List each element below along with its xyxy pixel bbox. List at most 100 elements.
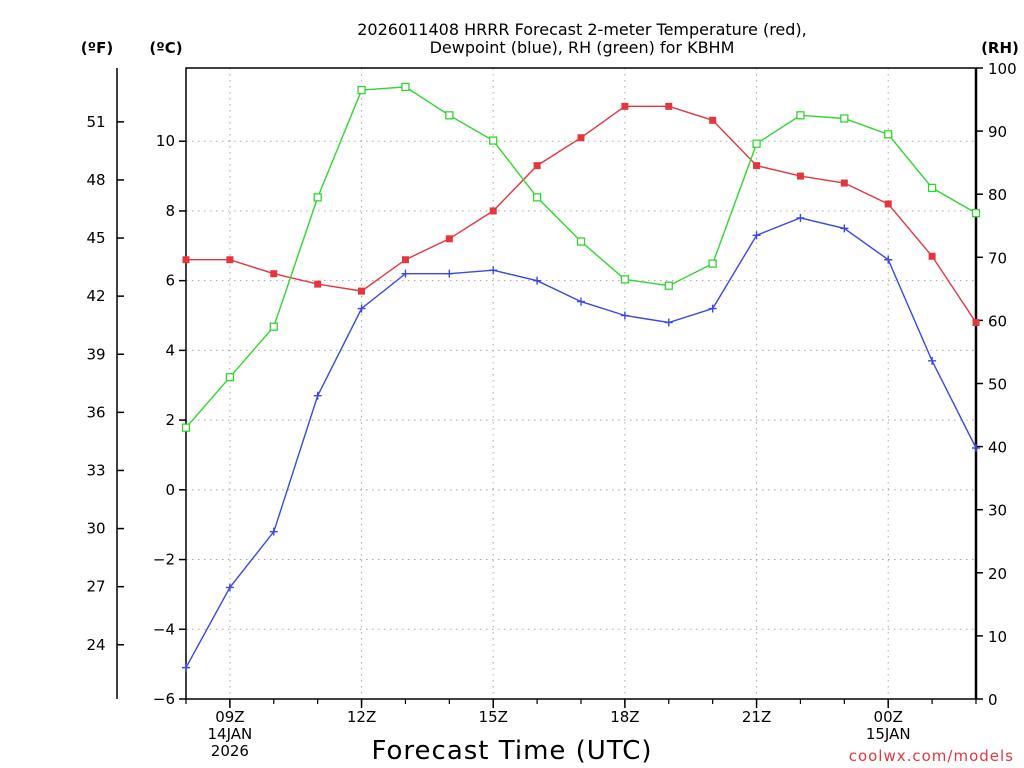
celsius-tick-label: 0 — [165, 481, 175, 499]
rh-point — [576, 237, 586, 246]
dewpoint-point — [752, 231, 761, 240]
time-tick-label: 2026 — [211, 742, 249, 760]
dewpoint-point — [182, 663, 190, 672]
time-tick-label: 00Z — [874, 708, 903, 726]
fahrenheit-tick-label: 51 — [86, 113, 105, 131]
rh-tick-label: 30 — [988, 502, 1007, 520]
celsius-axis: −6 −4 −2 0 2 4 6 8 10 — [153, 132, 186, 708]
temperature-point — [533, 162, 541, 170]
fahrenheit-tick-label: 33 — [86, 461, 105, 479]
fahrenheit-tick-label: 42 — [86, 287, 105, 305]
rh-tick-label: 80 — [988, 186, 1007, 204]
plot-frame — [185, 67, 977, 700]
time-tick-label: 14JAN — [208, 725, 253, 743]
celsius-tick-label: 10 — [156, 132, 175, 150]
dewpoint-point — [313, 391, 322, 400]
rh-point — [269, 322, 278, 331]
fahrenheit-tick-label: 39 — [86, 345, 105, 363]
dewpoint-point — [972, 443, 980, 452]
temperature-point — [577, 134, 585, 142]
rh-point — [752, 139, 761, 148]
fahrenheit-tick-label: 45 — [86, 229, 105, 247]
time-tick-label: 18Z — [610, 708, 639, 726]
dewpoint-point — [357, 304, 366, 313]
rh-tick-label: 70 — [988, 249, 1007, 267]
time-tick-label: 09Z — [215, 708, 244, 726]
time-tick-label: 15JAN — [866, 725, 911, 743]
fahrenheit-tick-label: 27 — [86, 578, 105, 596]
fahrenheit-axis: 24 27 30 33 36 39 42 45 48 51 — [86, 113, 124, 654]
temperature-point — [709, 116, 717, 124]
celsius-tick-label: 4 — [165, 341, 175, 359]
dewpoint-line — [185, 217, 977, 668]
dewpoint-point — [401, 269, 410, 278]
chart-title-line-2: Dewpoint (blue), RH (green) for KBHM — [430, 38, 735, 57]
rh-point — [664, 281, 673, 290]
series-temperature — [182, 102, 980, 326]
temperature-point — [314, 280, 322, 288]
dewpoint-point — [708, 304, 717, 313]
celsius-tick-label: −2 — [153, 551, 175, 569]
chart-title-line-1: 2026011408 HRRR Forecast 2-meter Tempera… — [357, 20, 807, 39]
temperature-point — [182, 256, 190, 264]
rh-point — [532, 193, 542, 202]
temperature-point — [840, 179, 848, 187]
temperature-point — [665, 102, 673, 110]
dewpoint-point — [664, 318, 673, 327]
dewpoint-point — [577, 297, 585, 306]
rh-tick-label: 0 — [988, 691, 998, 709]
rh-point — [971, 208, 981, 218]
series-rh — [181, 82, 981, 432]
temperature-point — [928, 252, 936, 260]
celsius-tick-label: −6 — [153, 690, 175, 708]
temperature-point — [401, 256, 409, 264]
rh-tick-label: 20 — [988, 565, 1007, 583]
rh-point — [489, 136, 498, 145]
celsius-tick-label: 2 — [165, 411, 175, 429]
fahrenheit-tick-label: 30 — [86, 520, 105, 538]
rh-point — [357, 85, 366, 95]
fahrenheit-tick-label: 24 — [86, 636, 105, 654]
grid-lines — [186, 68, 976, 699]
rh-tick-label: 90 — [988, 123, 1007, 141]
series-dewpoint — [182, 213, 980, 672]
celsius-tick-label: 6 — [165, 272, 175, 290]
dewpoint-point — [928, 356, 937, 365]
series-layer — [181, 82, 981, 672]
temperature-point — [621, 102, 629, 110]
rh-tick-label: 50 — [988, 376, 1007, 394]
fahrenheit-axis-label: (ºF) — [81, 39, 113, 57]
rh-point — [840, 114, 849, 123]
time-tick-label: 12Z — [347, 708, 376, 726]
rh-tick-label: 100 — [988, 60, 1017, 78]
temperature-point — [753, 162, 761, 170]
temperature-point — [884, 200, 892, 208]
time-tick-label: 21Z — [742, 708, 771, 726]
celsius-axis-label: (ºC) — [149, 39, 182, 57]
dewpoint-point — [489, 266, 498, 275]
x-axis-label: Forecast Time (UTC) — [371, 736, 652, 766]
dewpoint-point — [840, 224, 849, 233]
rh-point — [445, 111, 454, 120]
celsius-tick-label: −4 — [153, 620, 175, 638]
temperature-point — [796, 172, 804, 180]
rh-tick-label: 10 — [988, 628, 1007, 646]
rh-point — [620, 275, 630, 284]
fahrenheit-tick-label: 48 — [86, 171, 105, 189]
rh-point — [927, 183, 937, 193]
rh-point — [313, 193, 322, 202]
temperature-point — [489, 207, 497, 215]
dewpoint-point — [620, 311, 629, 320]
rh-tick-label: 60 — [988, 312, 1007, 330]
rh-point — [225, 373, 235, 382]
fahrenheit-tick-label: 36 — [86, 403, 105, 421]
dewpoint-point — [445, 269, 454, 278]
rh-point — [796, 111, 805, 120]
rh-axis-label: (RH) — [981, 39, 1019, 57]
rh-tick-label: 40 — [988, 439, 1007, 457]
temperature-point — [358, 287, 366, 295]
dewpoint-point — [269, 527, 278, 536]
rh-axis: 0 10 20 30 40 50 60 70 80 90 100 — [976, 60, 1017, 709]
